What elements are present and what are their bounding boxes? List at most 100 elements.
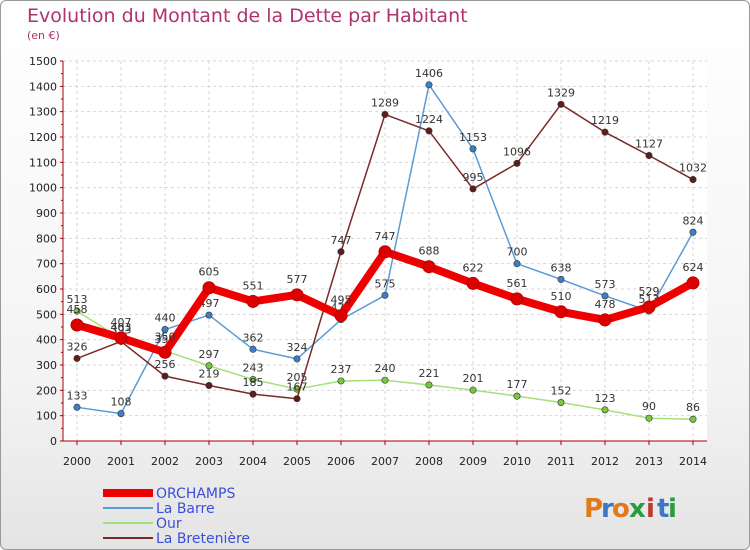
data-label-la-breteni-re: 1289 (371, 96, 399, 109)
data-label-la-breteni-re: 256 (155, 358, 176, 371)
data-point-orchamps (158, 345, 172, 359)
data-label-la-barre: 638 (551, 261, 572, 274)
data-label-orchamps: 622 (463, 261, 484, 274)
data-point-la-barre (557, 275, 565, 283)
data-point-la-breteni-re (557, 100, 565, 108)
data-point-orchamps (642, 300, 656, 314)
logo-letter: t (657, 494, 669, 524)
x-tick-label: 2009 (459, 455, 487, 468)
data-point-la-breteni-re (73, 354, 81, 362)
data-label-orchamps: 561 (507, 277, 528, 290)
data-point-la-breteni-re (337, 248, 345, 256)
logo-letter: i (646, 494, 655, 524)
x-tick-label: 2012 (591, 455, 619, 468)
y-tick-label: 500 (36, 308, 57, 321)
x-tick-label: 2007 (371, 455, 399, 468)
data-point-our (645, 414, 653, 422)
x-tick-label: 2011 (547, 455, 575, 468)
y-tick-label: 0 (50, 435, 57, 448)
x-tick-label: 2010 (503, 455, 531, 468)
data-label-our: 201 (463, 372, 484, 385)
data-point-orchamps (554, 305, 568, 319)
data-label-la-barre: 824 (683, 214, 704, 227)
data-label-orchamps: 688 (419, 245, 440, 258)
data-point-la-breteni-re (689, 176, 697, 184)
data-label-orchamps: 577 (287, 273, 308, 286)
data-point-la-barre (205, 311, 213, 319)
x-tick-label: 2002 (151, 455, 179, 468)
data-label-orchamps: 407 (111, 316, 132, 329)
data-point-our (689, 415, 697, 423)
data-label-our: 237 (331, 363, 352, 376)
y-tick-label: 800 (36, 232, 57, 245)
data-point-la-breteni-re (601, 128, 609, 136)
logo-letter: x (629, 494, 646, 524)
data-point-orchamps (466, 276, 480, 290)
data-label-orchamps: 605 (199, 266, 220, 279)
data-label-our: 152 (551, 384, 572, 397)
data-point-our (381, 376, 389, 384)
data-label-la-barre: 324 (287, 341, 308, 354)
data-point-orchamps (290, 288, 304, 302)
data-label-our: 513 (67, 293, 88, 306)
data-label-orchamps: 747 (375, 230, 396, 243)
data-point-our (425, 381, 433, 389)
data-label-orchamps: 478 (595, 298, 616, 311)
data-label-la-breteni-re: 1224 (415, 113, 443, 126)
data-label-la-breteni-re: 1127 (635, 137, 663, 150)
y-tick-label: 1300 (29, 106, 57, 119)
data-point-our (249, 375, 257, 383)
logo-letter: o (612, 494, 630, 524)
data-label-our: 240 (375, 362, 396, 375)
logo-letter: i (668, 494, 677, 524)
data-label-la-barre: 362 (243, 331, 264, 344)
data-point-la-barre (161, 326, 169, 334)
data-label-our: 90 (642, 400, 656, 413)
data-label-la-barre: 700 (507, 246, 528, 259)
data-point-orchamps (378, 245, 392, 259)
y-tick-label: 1000 (29, 182, 57, 195)
data-label-la-barre: 575 (375, 277, 396, 290)
data-label-our: 177 (507, 378, 528, 391)
data-label-la-breteni-re: 167 (287, 381, 308, 394)
data-point-la-barre (381, 291, 389, 299)
data-point-our (73, 307, 81, 315)
data-point-orchamps (334, 309, 348, 323)
legend-label-orchamps: ORCHAMPS (156, 486, 235, 502)
data-point-our (469, 386, 477, 394)
data-point-la-breteni-re (645, 151, 653, 159)
data-point-la-breteni-re (249, 390, 257, 398)
data-point-la-barre (293, 355, 301, 363)
data-point-la-breteni-re (469, 185, 477, 193)
chart-unit: (en €) (27, 29, 60, 42)
y-tick-label: 1500 (29, 55, 57, 68)
x-tick-label: 2001 (107, 455, 135, 468)
data-point-orchamps (510, 292, 524, 306)
legend-label-la-breteni-re: La Bretenière (156, 531, 250, 547)
data-label-orchamps: 529 (639, 285, 660, 298)
x-tick-label: 2003 (195, 455, 223, 468)
x-tick-label: 2008 (415, 455, 443, 468)
data-point-la-breteni-re (293, 395, 301, 403)
y-tick-label: 1400 (29, 80, 57, 93)
legend-label-our: Our (156, 516, 182, 532)
data-label-our: 221 (419, 367, 440, 380)
data-point-orchamps (422, 260, 436, 274)
x-tick-label: 2000 (63, 455, 91, 468)
data-point-la-breteni-re (425, 127, 433, 135)
logo-letter: r (601, 494, 614, 524)
y-tick-label: 100 (36, 410, 57, 423)
x-tick-label: 2005 (283, 455, 311, 468)
data-point-orchamps (114, 331, 128, 345)
y-tick-label: 200 (36, 384, 57, 397)
x-tick-label: 2013 (635, 455, 663, 468)
data-point-la-barre (513, 260, 521, 268)
data-point-la-breteni-re (381, 110, 389, 118)
y-tick-label: 700 (36, 258, 57, 271)
data-point-orchamps (202, 281, 216, 295)
data-label-la-breteni-re: 1329 (547, 86, 575, 99)
data-label-our: 297 (199, 348, 220, 361)
data-label-la-breteni-re: 995 (463, 171, 484, 184)
x-tick-label: 2004 (239, 455, 267, 468)
data-label-la-barre: 1406 (415, 67, 443, 80)
